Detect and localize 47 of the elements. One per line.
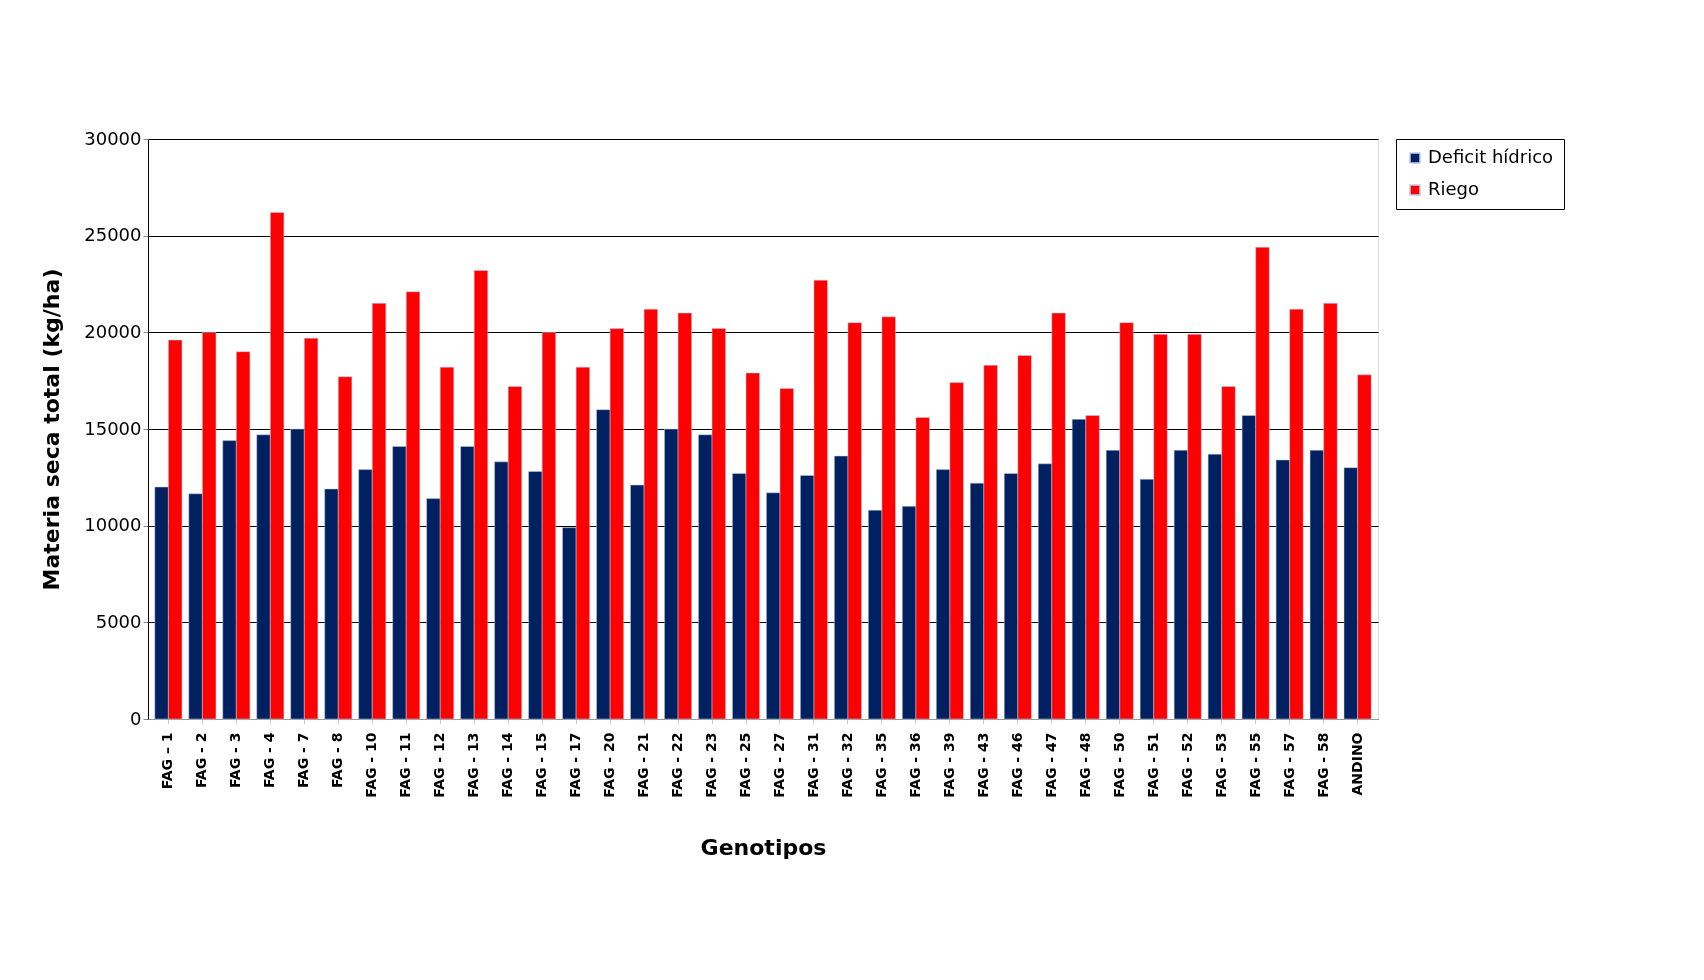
x-tick-label: FAG - 2 bbox=[193, 732, 210, 789]
x-tick-label: FAG - 39 bbox=[940, 732, 957, 798]
x-tick-label: FAG - 4 bbox=[261, 732, 278, 789]
y-tick-label: 0 bbox=[130, 707, 142, 729]
x-tick-label: FAG - 22 bbox=[669, 732, 686, 798]
y-tick-label: 25000 bbox=[84, 224, 142, 246]
y-tick-label: 30000 bbox=[84, 127, 142, 149]
x-tick-label: ANDINO bbox=[1348, 732, 1365, 796]
x-tick-label: FAG - 8 bbox=[329, 732, 346, 789]
x-tick-label: FAG - 17 bbox=[567, 732, 584, 798]
x-tick-label: FAG - 53 bbox=[1212, 732, 1229, 798]
legend-label: Deficit hídrico bbox=[1428, 146, 1554, 167]
x-tick-label: FAG - 23 bbox=[703, 732, 720, 798]
x-tick-label: FAG - 11 bbox=[397, 732, 414, 798]
x-tick-label: FAG - 13 bbox=[465, 732, 482, 798]
x-tick-label: FAG - 25 bbox=[737, 732, 754, 798]
x-tick-label: FAG - 58 bbox=[1314, 732, 1331, 798]
y-tick-label: 15000 bbox=[84, 417, 142, 439]
x-tick-label: FAG - 32 bbox=[838, 732, 855, 798]
x-tick-label: FAG - 52 bbox=[1178, 732, 1195, 798]
x-axis-title: Genotipos bbox=[700, 834, 827, 860]
x-tick-label: FAG - 31 bbox=[804, 732, 821, 798]
x-tick-label: FAG - 10 bbox=[363, 732, 380, 798]
y-axis-title: Materia seca total (kg/ha) bbox=[39, 268, 65, 591]
x-tick-label: FAG - 57 bbox=[1280, 732, 1297, 798]
x-tick-label: FAG - 36 bbox=[906, 732, 923, 798]
x-tick-label: FAG - 55 bbox=[1246, 732, 1263, 798]
x-tick-label: FAG - 43 bbox=[974, 732, 991, 798]
x-tick-label: FAG - 20 bbox=[601, 732, 618, 798]
y-tick-label: 20000 bbox=[84, 320, 142, 342]
legend-label: Riego bbox=[1428, 178, 1480, 199]
x-tick-label: FAG - 35 bbox=[872, 732, 889, 798]
x-tick-label: FAG - 15 bbox=[533, 732, 550, 798]
x-tick-label: FAG - 46 bbox=[1008, 732, 1025, 798]
x-tick-label: FAG - 7 bbox=[295, 732, 312, 789]
y-tick-label: 10000 bbox=[84, 514, 142, 536]
x-tick-label: FAG - 48 bbox=[1076, 732, 1093, 798]
x-tick-label: FAG - 27 bbox=[770, 732, 787, 798]
x-tick-label: FAG - 14 bbox=[499, 732, 516, 798]
x-tick-label: FAG - 21 bbox=[635, 732, 652, 798]
x-tick-label: FAG - 51 bbox=[1144, 732, 1161, 798]
x-tick-label: FAG - 47 bbox=[1042, 732, 1059, 798]
x-tick-label: FAG – 1 bbox=[159, 732, 176, 790]
y-tick-label: 5000 bbox=[95, 610, 142, 632]
x-tick-label: FAG - 12 bbox=[431, 732, 448, 798]
x-tick-label: FAG - 3 bbox=[227, 732, 244, 789]
x-tick-label: FAG - 50 bbox=[1110, 732, 1127, 798]
